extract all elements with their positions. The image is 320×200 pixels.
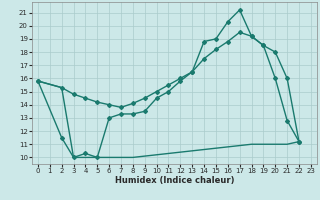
X-axis label: Humidex (Indice chaleur): Humidex (Indice chaleur): [115, 176, 234, 185]
